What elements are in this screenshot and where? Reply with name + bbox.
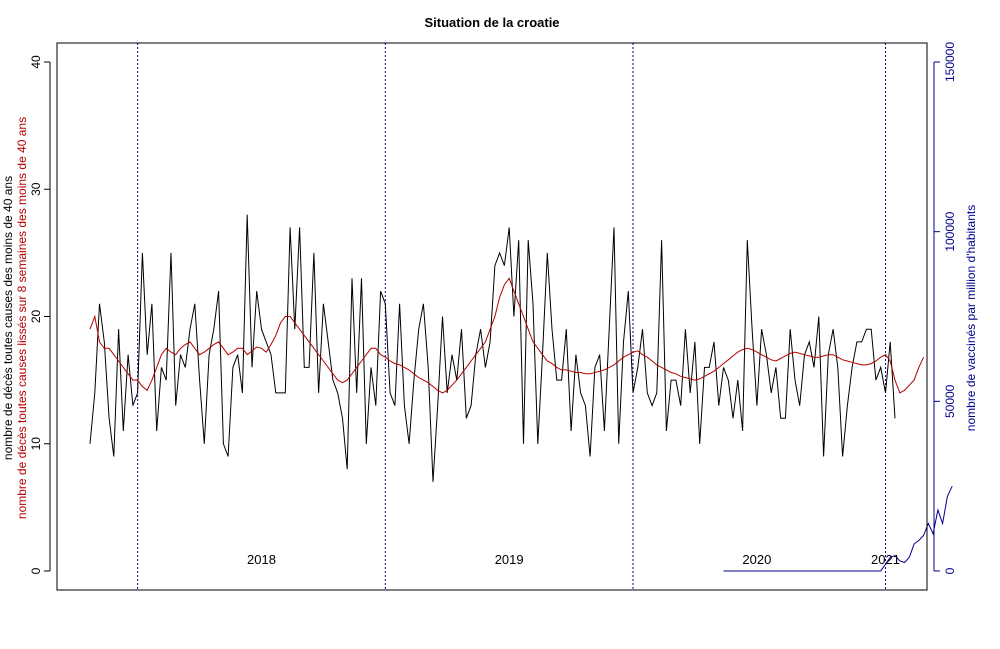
left-tick-label: 10 <box>29 437 43 451</box>
chart-title: Situation de la croatie <box>424 15 559 30</box>
plot-frame <box>56 42 928 591</box>
right-tick-label: 150000 <box>943 42 957 82</box>
right-tick-label: 100000 <box>943 211 957 251</box>
y-axis-label-right: nombre de vaccinés par million d'habitan… <box>964 205 978 431</box>
series-line-vaccinated <box>723 485 953 572</box>
year-label: 2019 <box>495 552 524 567</box>
year-label: 2018 <box>247 552 276 567</box>
y-axis-label-left-black: nombre de décès toutes causes des moins … <box>1 176 15 460</box>
right-axis: 0 50000 100000 150000 <box>933 42 957 574</box>
year-label: 2020 <box>742 552 771 567</box>
y-axis-label-left-red: nombre de décès toutes causes lissés sur… <box>15 117 29 519</box>
year-boundary-lines <box>137 43 886 590</box>
left-tick-label: 20 <box>29 310 43 324</box>
left-axis: 0 10 20 30 40 <box>29 55 51 574</box>
series-line-smoothed <box>89 277 925 394</box>
left-tick-label: 0 <box>29 567 43 574</box>
left-tick-label: 30 <box>29 182 43 196</box>
series-layer <box>89 214 953 572</box>
right-tick-label: 50000 <box>943 384 957 418</box>
year-labels: 2018 2019 2020 2021 <box>247 552 900 567</box>
series-line-deaths <box>89 214 896 482</box>
left-tick-label: 40 <box>29 55 43 69</box>
year-label: 2021 <box>871 552 900 567</box>
right-tick-label: 0 <box>943 567 957 574</box>
